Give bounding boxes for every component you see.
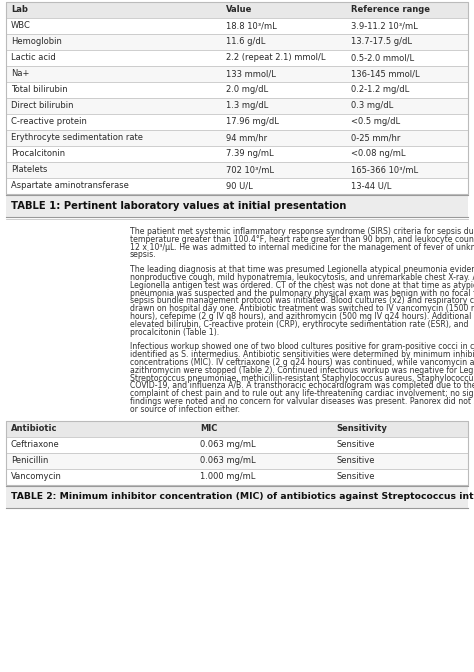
- Bar: [6, 2, 468, 18]
- Text: Infectious workup showed one of two blood cultures positive for gram-positive co: Infectious workup showed one of two bloo…: [130, 343, 474, 351]
- Bar: [6, 2, 468, 194]
- Text: Erythrocyte sedimentation rate: Erythrocyte sedimentation rate: [11, 134, 143, 142]
- Text: 133 mmol/L: 133 mmol/L: [226, 69, 276, 79]
- Text: 2.0 mg/dL: 2.0 mg/dL: [226, 85, 268, 95]
- Text: hours), cefepime (2 g IV q8 hours), and azithromycin (500 mg IV q24 hours). Addi: hours), cefepime (2 g IV q8 hours), and …: [130, 312, 474, 321]
- Bar: [6, 195, 468, 217]
- Text: Sensitivity: Sensitivity: [337, 424, 388, 433]
- Text: 17.96 mg/dL: 17.96 mg/dL: [226, 118, 279, 126]
- Text: complaint of chest pain and to rule out any life-threatening cardiac involvement: complaint of chest pain and to rule out …: [130, 389, 474, 398]
- Text: 11.6 g/dL: 11.6 g/dL: [226, 38, 265, 46]
- Text: 13-44 U/L: 13-44 U/L: [351, 181, 391, 190]
- Text: temperature greater than 100.4°F, heart rate greater than 90 bpm, and leukocyte : temperature greater than 100.4°F, heart …: [130, 235, 474, 244]
- Text: 12 x 10³/μL. He was admitted to internal medicine for the management of fever of: 12 x 10³/μL. He was admitted to internal…: [130, 243, 474, 251]
- Bar: [6, 18, 468, 34]
- Text: Legionella antigen test was ordered. CT of the chest was not done at that time a: Legionella antigen test was ordered. CT …: [130, 281, 474, 290]
- Text: Antibiotic: Antibiotic: [11, 424, 57, 433]
- Text: identified as S. intermedius. Antibiotic sensitivities were determined by minimu: identified as S. intermedius. Antibiotic…: [130, 350, 474, 360]
- Text: WBC: WBC: [11, 22, 31, 30]
- Text: 0-25 mm/hr: 0-25 mm/hr: [351, 134, 400, 142]
- Text: 136-145 mmol/L: 136-145 mmol/L: [351, 69, 419, 79]
- Text: <0.08 ng/mL: <0.08 ng/mL: [351, 149, 405, 159]
- Text: Total bilirubin: Total bilirubin: [11, 85, 68, 95]
- Text: Platelets: Platelets: [11, 165, 47, 175]
- Text: C-reactive protein: C-reactive protein: [11, 118, 87, 126]
- Text: Reference range: Reference range: [351, 5, 429, 15]
- Bar: [6, 114, 468, 130]
- Text: 3.9-11.2 10³/mL: 3.9-11.2 10³/mL: [351, 22, 417, 30]
- Text: Direct bilirubin: Direct bilirubin: [11, 101, 73, 110]
- Text: findings were noted and no concern for valvular diseases was present. Panorex di: findings were noted and no concern for v…: [130, 397, 474, 406]
- Text: Penicillin: Penicillin: [11, 456, 48, 465]
- Text: TABLE 2: Minimum inhibitor concentration (MIC) of antibiotics against Streptococ: TABLE 2: Minimum inhibitor concentration…: [11, 492, 474, 501]
- Text: TABLE 1: Pertinent laboratory values at initial presentation: TABLE 1: Pertinent laboratory values at …: [11, 201, 346, 211]
- Text: 0.2-1.2 mg/dL: 0.2-1.2 mg/dL: [351, 85, 409, 95]
- Text: 90 U/L: 90 U/L: [226, 181, 253, 190]
- Text: concentrations (MIC). IV ceftriaxone (2 g q24 hours) was continued, while vancom: concentrations (MIC). IV ceftriaxone (2 …: [130, 358, 474, 367]
- Text: elevated bilirubin, C-reactive protein (CRP), erythrocyte sedimentation rate (ES: elevated bilirubin, C-reactive protein (…: [130, 320, 468, 329]
- Text: Ceftriaxone: Ceftriaxone: [11, 440, 60, 449]
- Text: 702 10³/mL: 702 10³/mL: [226, 165, 274, 175]
- Bar: [6, 421, 468, 437]
- Bar: [6, 437, 468, 453]
- Text: 0.063 mg/mL: 0.063 mg/mL: [201, 456, 256, 465]
- Text: procalcitonin (Table 1).: procalcitonin (Table 1).: [130, 328, 219, 337]
- Text: Lab: Lab: [11, 5, 28, 15]
- Text: 0.063 mg/mL: 0.063 mg/mL: [201, 440, 256, 449]
- Text: Sensitive: Sensitive: [337, 472, 375, 481]
- Bar: [6, 50, 468, 66]
- Text: Na+: Na+: [11, 69, 29, 79]
- Text: Procalcitonin: Procalcitonin: [11, 149, 65, 159]
- Bar: [6, 66, 468, 82]
- Text: COVID-19, and influenza A/B. A transthoracic echocardiogram was completed due to: COVID-19, and influenza A/B. A transthor…: [130, 382, 474, 390]
- Text: 7.39 ng/mL: 7.39 ng/mL: [226, 149, 273, 159]
- Text: sepsis bundle management protocol was initiated. Blood cultures (x2) and respira: sepsis bundle management protocol was in…: [130, 296, 474, 305]
- Bar: [6, 82, 468, 98]
- Text: Hemoglobin: Hemoglobin: [11, 38, 62, 46]
- Bar: [6, 146, 468, 162]
- Text: 2.2 (repeat 2.1) mmol/L: 2.2 (repeat 2.1) mmol/L: [226, 54, 325, 62]
- Text: nonproductive cough, mild hyponatremia, leukocytosis, and unremarkable chest X-r: nonproductive cough, mild hyponatremia, …: [130, 273, 474, 282]
- Text: 165-366 10³/mL: 165-366 10³/mL: [351, 165, 418, 175]
- Text: pneumonia was suspected and the pulmonary physical exam was benign with no focal: pneumonia was suspected and the pulmonar…: [130, 288, 474, 298]
- Text: Sensitive: Sensitive: [337, 456, 375, 465]
- Text: <0.5 mg/dL: <0.5 mg/dL: [351, 118, 400, 126]
- Text: The patient met systemic inflammatory response syndrome (SIRS) criteria for seps: The patient met systemic inflammatory re…: [130, 227, 474, 236]
- Text: The leading diagnosis at that time was presumed Legionella atypical pneumonia ev: The leading diagnosis at that time was p…: [130, 265, 474, 274]
- Text: 94 mm/hr: 94 mm/hr: [226, 134, 267, 142]
- Text: drawn on hospital day one. Antibiotic treatment was switched to IV vancomycin (1: drawn on hospital day one. Antibiotic tr…: [130, 304, 474, 313]
- Bar: [6, 178, 468, 194]
- Bar: [6, 486, 468, 507]
- Text: 18.8 10³/mL: 18.8 10³/mL: [226, 22, 277, 30]
- Text: or source of infection either.: or source of infection either.: [130, 405, 240, 414]
- Text: 0.5-2.0 mmol/L: 0.5-2.0 mmol/L: [351, 54, 414, 62]
- Bar: [6, 421, 468, 485]
- Text: 1.000 mg/mL: 1.000 mg/mL: [201, 472, 256, 481]
- Text: 1.3 mg/dL: 1.3 mg/dL: [226, 101, 268, 110]
- Text: Aspartate aminotransferase: Aspartate aminotransferase: [11, 181, 129, 190]
- Text: MIC: MIC: [201, 424, 218, 433]
- Text: sepsis.: sepsis.: [130, 251, 157, 259]
- Bar: [6, 162, 468, 178]
- Bar: [6, 130, 468, 146]
- Text: 13.7-17.5 g/dL: 13.7-17.5 g/dL: [351, 38, 411, 46]
- Bar: [6, 34, 468, 50]
- Bar: [6, 453, 468, 468]
- Text: Value: Value: [226, 5, 252, 15]
- Bar: [6, 468, 468, 485]
- Text: Lactic acid: Lactic acid: [11, 54, 56, 62]
- Text: Streptococcus pneumoniae, methicillin-resistant Staphylococcus aureus, Staphyloc: Streptococcus pneumoniae, methicillin-re…: [130, 374, 474, 382]
- Text: Vancomycin: Vancomycin: [11, 472, 62, 481]
- Bar: [6, 98, 468, 114]
- Text: Sensitive: Sensitive: [337, 440, 375, 449]
- Text: azithromycin were stopped (Table 2). Continued infectious workup was negative fo: azithromycin were stopped (Table 2). Con…: [130, 366, 474, 375]
- Text: 0.3 mg/dL: 0.3 mg/dL: [351, 101, 393, 110]
